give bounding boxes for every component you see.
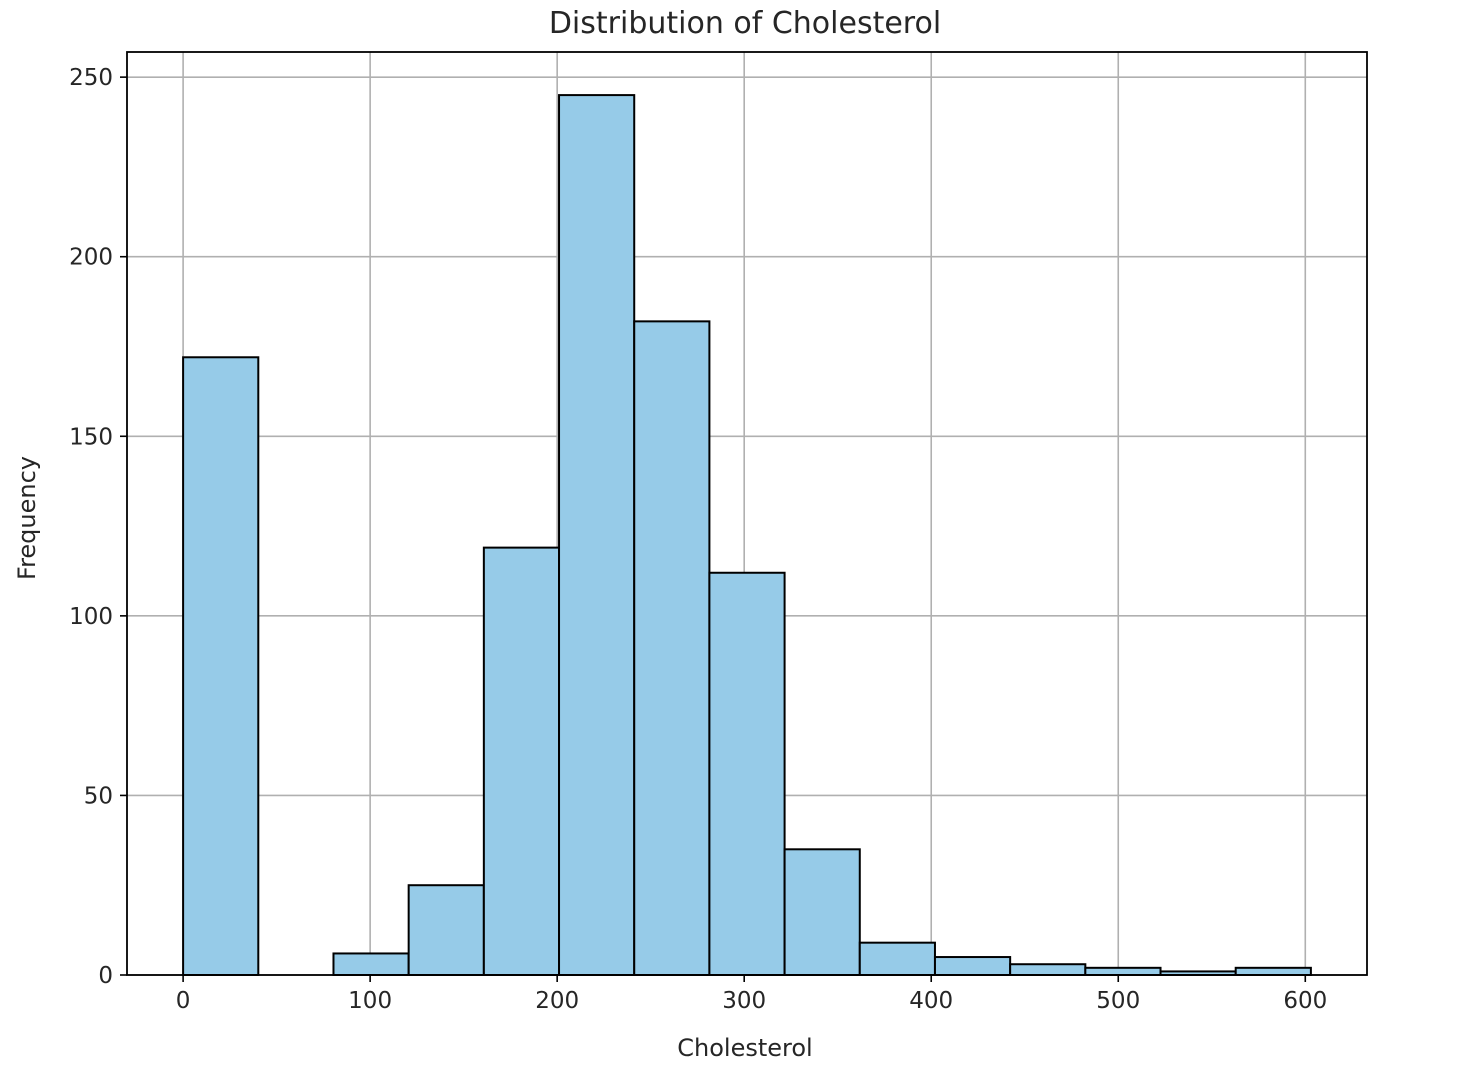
y-axis-ticks: 0 50 100 150 200 250 bbox=[69, 65, 127, 989]
grid bbox=[127, 52, 1367, 976]
plot-frame bbox=[126, 51, 1368, 976]
bars bbox=[182, 94, 1312, 977]
histogram-bar bbox=[1234, 966, 1312, 977]
x-tick-label: 200 bbox=[535, 988, 579, 1014]
y-tick-label: 250 bbox=[69, 65, 113, 91]
histogram-bar bbox=[482, 546, 561, 976]
histogram-bar bbox=[858, 941, 936, 977]
histogram-bar bbox=[182, 356, 260, 976]
histogram-bar bbox=[332, 952, 410, 976]
histogram-bar bbox=[1009, 963, 1087, 977]
histogram-bar bbox=[783, 848, 861, 977]
x-axis-label: Cholesterol bbox=[677, 1034, 812, 1062]
x-tick-label: 500 bbox=[1096, 988, 1140, 1014]
x-tick-label: 100 bbox=[348, 988, 392, 1014]
x-tick-label: 600 bbox=[1283, 988, 1327, 1014]
y-tick-label: 150 bbox=[69, 424, 113, 450]
histogram-bar bbox=[933, 956, 1012, 976]
y-tick-label: 0 bbox=[98, 963, 113, 989]
y-tick-label: 100 bbox=[69, 604, 113, 630]
x-tick-label: 300 bbox=[722, 988, 766, 1014]
x-axis-ticks: 0 100 200 300 400 500 600 bbox=[176, 975, 1327, 1014]
y-tick-label: 50 bbox=[84, 783, 113, 809]
chart-title: Distribution of Cholesterol bbox=[549, 6, 941, 41]
histogram-bar bbox=[407, 884, 485, 976]
histogram-bar bbox=[558, 94, 636, 976]
y-axis-label: Frequency bbox=[13, 456, 41, 580]
y-tick-label: 200 bbox=[69, 245, 113, 271]
histogram-bar bbox=[633, 320, 711, 976]
x-tick-label: 400 bbox=[909, 988, 953, 1014]
x-tick-label: 0 bbox=[176, 988, 191, 1014]
histogram-bar bbox=[708, 571, 786, 976]
histogram-bar bbox=[1084, 966, 1162, 977]
